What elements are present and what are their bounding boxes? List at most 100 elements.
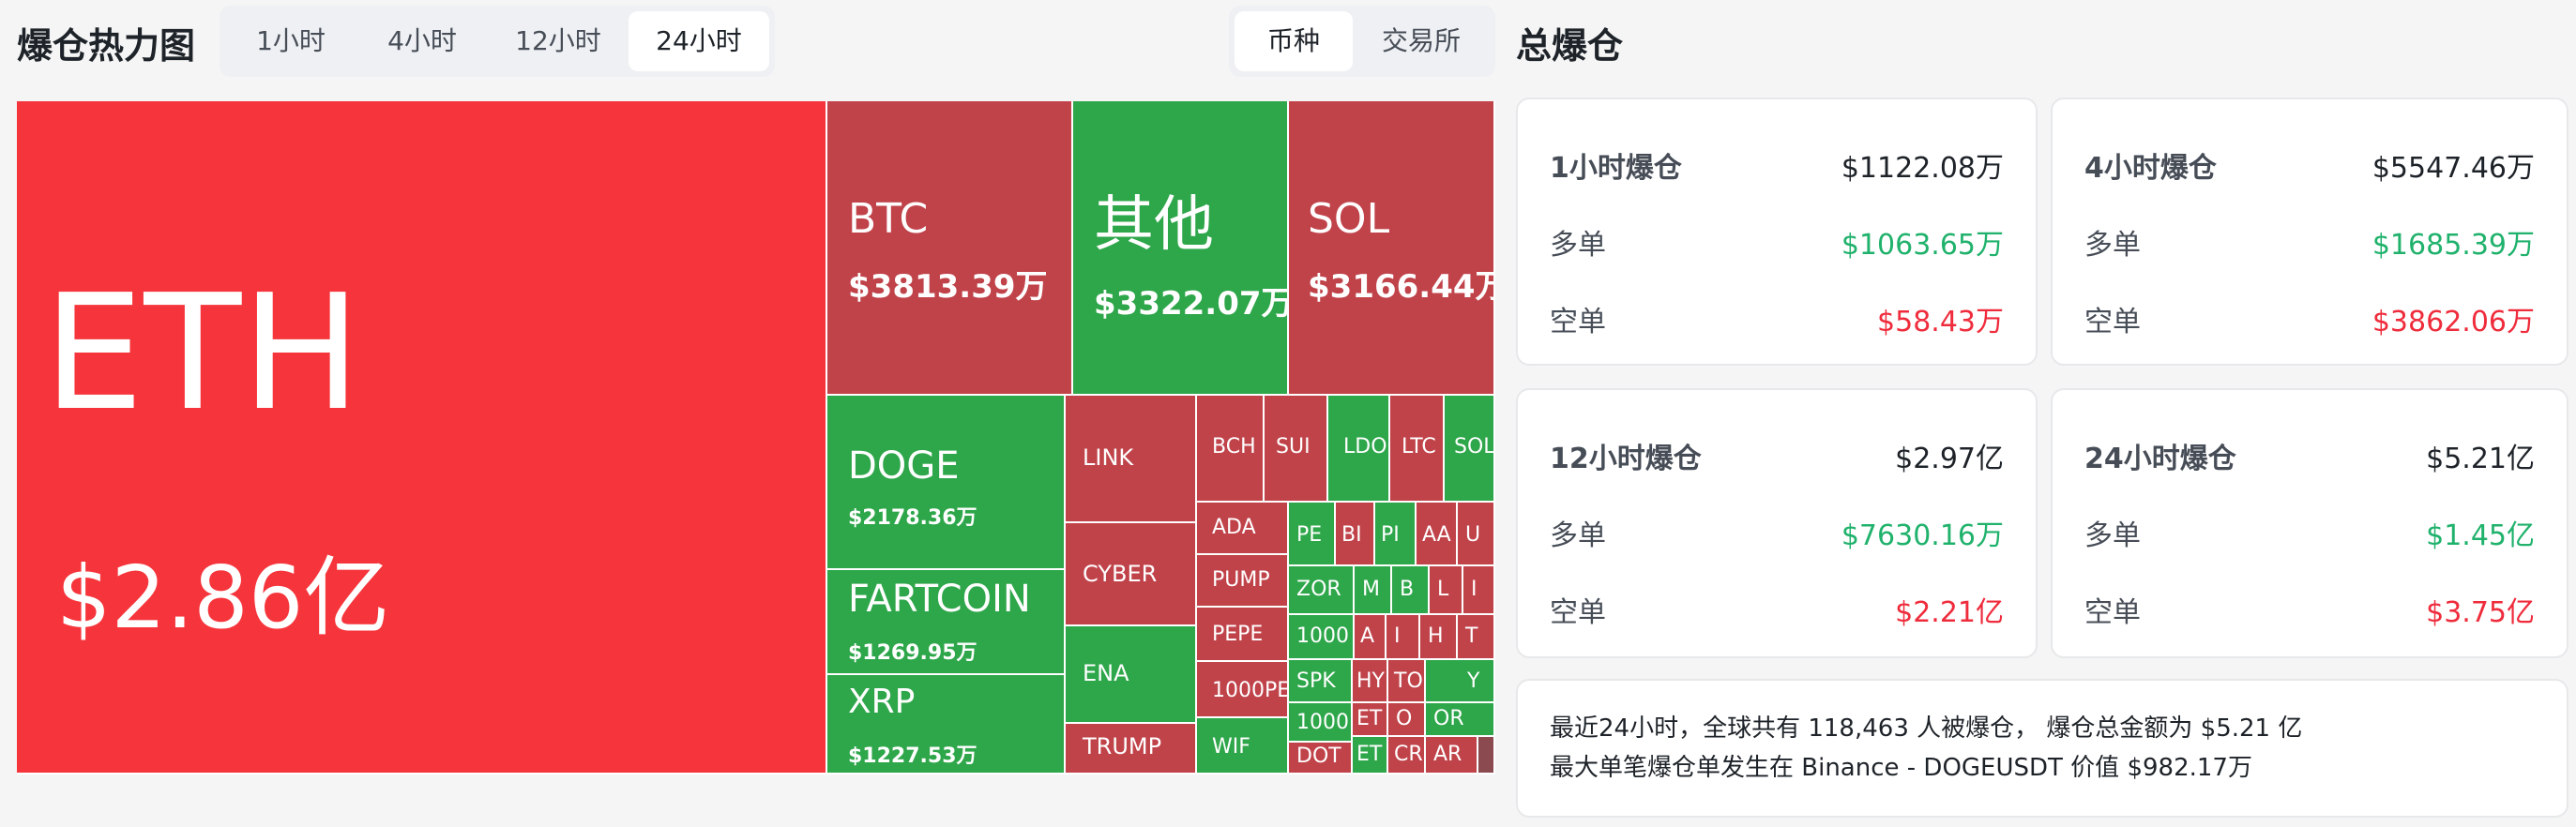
tile-symbol: BCH xyxy=(1212,435,1256,459)
tile-1000pepe[interactable]: 1000PE xyxy=(1197,662,1289,718)
tile-o[interactable]: O xyxy=(1388,703,1426,737)
tile-t[interactable]: T xyxy=(1458,615,1495,660)
card-long-row: 多单 $1063.65万 xyxy=(1550,221,2004,268)
heatmap-title: 爆仓热力图 xyxy=(17,25,196,67)
card-total: $1122.08万 xyxy=(1841,152,2004,185)
tile-eth[interactable]: ETH $2.86亿 xyxy=(17,101,827,774)
tile-ldo[interactable]: LDO xyxy=(1328,396,1390,503)
tab-4h[interactable]: 4小时 xyxy=(387,25,457,56)
tile-trump[interactable]: TRUMP xyxy=(1066,724,1197,774)
card-24h: 24小时爆仓 $5.21亿 多单 $1.45亿 空单 $3.75亿 xyxy=(2051,388,2568,658)
tile-misc[interactable] xyxy=(1478,737,1495,774)
card-header: 24小时爆仓 $5.21亿 xyxy=(2084,435,2535,482)
tile-symbol: ET xyxy=(1356,707,1383,730)
long-label: 多单 xyxy=(2084,519,2141,552)
tile-ada[interactable]: ADA xyxy=(1197,503,1289,555)
tile-a[interactable]: A xyxy=(1355,615,1386,660)
tile-amount: $3813.39万 xyxy=(848,268,1048,306)
card-period: 4小时爆仓 xyxy=(2084,152,2217,185)
tile-sol[interactable]: SOL $3166.44万 xyxy=(1289,101,1495,396)
tile-sui[interactable]: SUI xyxy=(1265,396,1328,503)
tile-symbol: B xyxy=(1400,578,1415,601)
tile-spk[interactable]: SPK xyxy=(1289,660,1353,703)
card-short-row: 空单 $3.75亿 xyxy=(2084,589,2535,636)
tile-1000-b[interactable]: 1000 xyxy=(1289,703,1353,743)
tab-1h[interactable]: 1小时 xyxy=(256,25,326,56)
tile-pi[interactable]: PI xyxy=(1375,503,1417,566)
tile-symbol: TRUMP xyxy=(1083,733,1162,759)
tile-ena[interactable]: ENA xyxy=(1066,626,1197,724)
tile-symbol: FARTCOIN xyxy=(848,578,1031,621)
tile-sol-2[interactable]: SOL xyxy=(1445,396,1495,503)
short-label: 空单 xyxy=(2084,596,2141,629)
tab-by-exchange[interactable]: 交易所 xyxy=(1381,25,1461,56)
tile-or[interactable]: OR xyxy=(1426,703,1495,737)
tile-amount: $3166.44万 xyxy=(1308,268,1495,306)
tile-symbol: 其他 xyxy=(1094,190,1214,260)
long-value: $7630.16万 xyxy=(1841,519,2004,552)
tile-btc[interactable]: BTC $3813.39万 xyxy=(827,101,1073,396)
card-long-row: 多单 $1.45亿 xyxy=(2084,512,2535,559)
tile-bch[interactable]: BCH xyxy=(1197,396,1265,503)
tile-hy[interactable]: HY xyxy=(1353,660,1388,703)
tile-dot[interactable]: DOT xyxy=(1289,743,1353,774)
tile-link[interactable]: LINK xyxy=(1066,396,1197,523)
card-short-row: 空单 $3862.06万 xyxy=(2084,298,2535,345)
tile-symbol: BTC xyxy=(848,195,929,243)
tile-symbol: XRP xyxy=(848,683,916,721)
card-long-row: 多单 $1685.39万 xyxy=(2084,221,2535,268)
tile-other[interactable]: 其他 $3322.07万 xyxy=(1073,101,1289,396)
short-label: 空单 xyxy=(1550,596,1606,629)
card-short-row: 空单 $58.43万 xyxy=(1550,298,2004,345)
tile-l[interactable]: L xyxy=(1430,566,1463,615)
short-value: $58.43万 xyxy=(1877,306,2004,338)
tile-symbol: A xyxy=(1360,624,1375,648)
tile-h[interactable]: H xyxy=(1420,615,1458,660)
tile-aa[interactable]: AA xyxy=(1417,503,1458,566)
tab-12h[interactable]: 12小时 xyxy=(515,25,601,56)
tile-pepe[interactable]: PEPE xyxy=(1197,608,1289,662)
tab-24h[interactable]: 24小时 xyxy=(629,11,769,71)
tile-cyber[interactable]: CYBER xyxy=(1066,523,1197,626)
card-period: 24小时爆仓 xyxy=(2084,443,2236,475)
liquidation-treemap: ETH $2.86亿 BTC $3813.39万 其他 $3322.07万 SO… xyxy=(17,101,1495,774)
tile-b[interactable]: B xyxy=(1392,566,1430,615)
tile-ltc[interactable]: LTC xyxy=(1390,396,1445,503)
short-value: $3862.06万 xyxy=(2371,306,2535,338)
tile-cr[interactable]: CR xyxy=(1388,737,1426,774)
card-12h: 12小时爆仓 $2.97亿 多单 $7630.16万 空单 $2.21亿 xyxy=(1516,388,2038,658)
tile-1000-a[interactable]: 1000 xyxy=(1289,615,1355,660)
tile-bi[interactable]: BI xyxy=(1336,503,1375,566)
tile-symbol: PEPE xyxy=(1212,623,1264,646)
tile-symbol: HY xyxy=(1356,669,1385,693)
card-header: 12小时爆仓 $2.97亿 xyxy=(1550,435,2004,482)
tile-y[interactable]: Y xyxy=(1426,660,1495,703)
tile-zor[interactable]: ZOR xyxy=(1289,566,1355,615)
tile-m[interactable]: M xyxy=(1355,566,1392,615)
tile-ar[interactable]: AR xyxy=(1426,737,1478,774)
tile-symbol: TO xyxy=(1394,669,1423,693)
tile-symbol: BI xyxy=(1341,523,1362,547)
tile-fartcoin[interactable]: FARTCOIN $1269.95万 xyxy=(827,570,1066,675)
tile-pump[interactable]: PUMP xyxy=(1197,555,1289,608)
tile-symbol: ZOR xyxy=(1296,578,1341,601)
card-long-row: 多单 $7630.16万 xyxy=(1550,512,2004,559)
tab-by-coin[interactable]: 币种 xyxy=(1235,11,1353,71)
tile-xrp[interactable]: XRP $1227.53万 xyxy=(827,675,1066,774)
tile-u[interactable]: U xyxy=(1458,503,1495,566)
card-total: $2.97亿 xyxy=(1895,443,2004,475)
tile-et[interactable]: ET xyxy=(1353,703,1388,737)
tile-symbol: OR xyxy=(1433,707,1464,730)
tile-symbol: M xyxy=(1362,578,1380,601)
tile-pe[interactable]: PE xyxy=(1289,503,1336,566)
tile-wif[interactable]: WIF xyxy=(1197,718,1289,774)
tile-amount: $2.86亿 xyxy=(56,548,390,648)
tile-doge[interactable]: DOGE $2178.36万 xyxy=(827,396,1066,570)
tile-symbol: DOGE xyxy=(848,444,960,488)
tile-i[interactable]: I xyxy=(1463,566,1495,615)
tile-to[interactable]: TO xyxy=(1388,660,1426,703)
time-range-tabs: 1小时 4小时 12小时 24小时 xyxy=(220,6,775,77)
tile-et-2[interactable]: ET xyxy=(1353,737,1388,774)
tile-i-2[interactable]: I xyxy=(1386,615,1420,660)
card-total: $5.21亿 xyxy=(2426,443,2535,475)
